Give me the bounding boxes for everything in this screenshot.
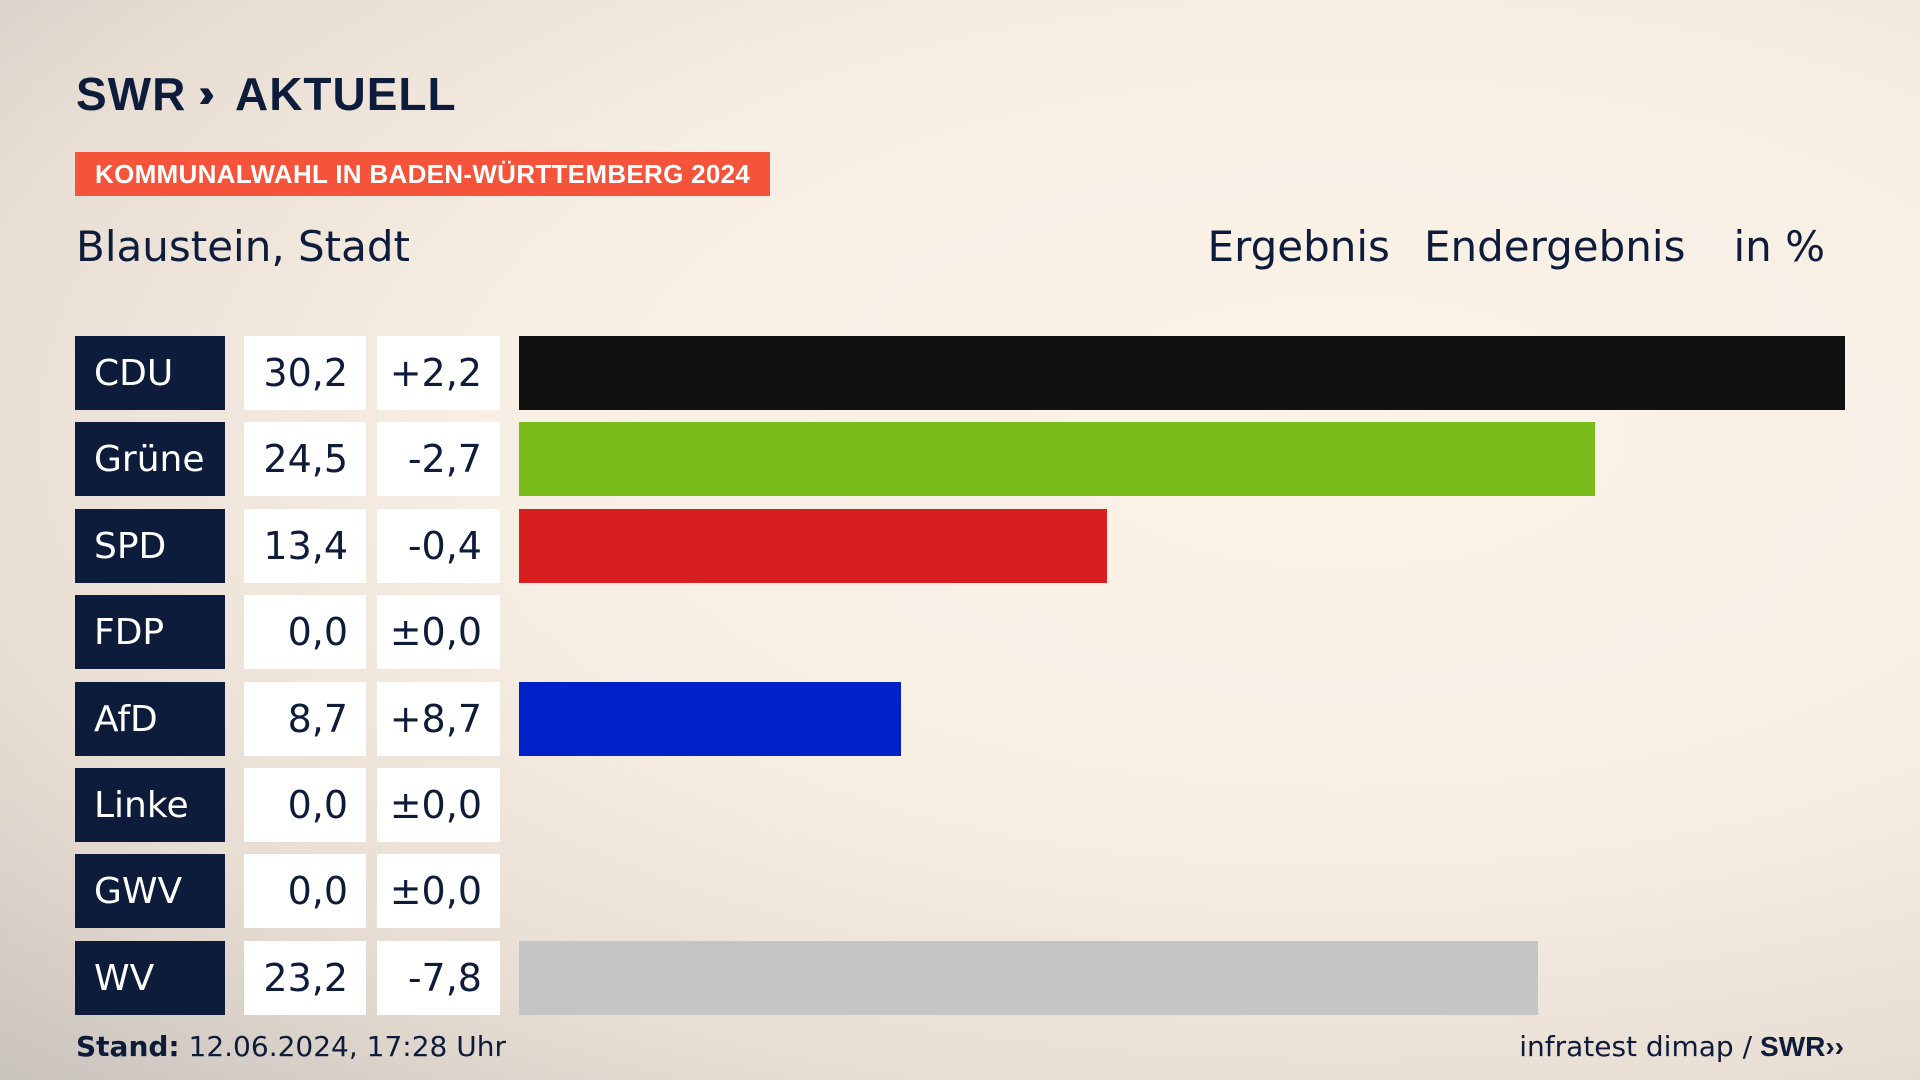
result-value: 0,0: [244, 854, 366, 928]
result-bar: [519, 682, 901, 756]
result-row: FDP 0,0 ±0,0: [75, 595, 1847, 669]
result-diff: -7,8: [377, 941, 500, 1015]
timestamp-value: 12.06.2024, 17:28 Uhr: [188, 1030, 506, 1063]
party-label: GWV: [75, 854, 225, 928]
header-unit: in %: [1733, 222, 1825, 271]
result-diff: ±0,0: [377, 768, 500, 842]
election-banner: KOMMUNALWAHL IN BADEN-WÜRTTEMBERG 2024: [75, 152, 771, 196]
result-diff: -0,4: [377, 509, 500, 583]
brand-chevron-icon: ››: [198, 71, 214, 116]
party-label: Linke: [75, 768, 225, 842]
result-row: CDU 30,2 +2,2: [75, 336, 1847, 410]
swr-small-logo: SWR››: [1760, 1030, 1844, 1062]
result-row: AfD 8,7 +8,7: [75, 682, 1847, 756]
party-label: Grüne: [75, 422, 225, 496]
party-label: WV: [75, 941, 225, 1015]
result-diff: ±0,0: [377, 595, 500, 669]
brand-name: SWR: [76, 68, 187, 120]
header-result: Ergebnis: [1207, 222, 1390, 271]
result-row: Linke 0,0 ±0,0: [75, 768, 1847, 842]
source-credit: infratest dimap / SWR››: [1519, 1030, 1844, 1063]
result-value: 13,4: [244, 509, 366, 583]
result-bar: [519, 336, 1845, 410]
party-label: CDU: [75, 336, 225, 410]
result-row: SPD 13,4 -0,4: [75, 509, 1847, 583]
column-header: Ergebnis Endergebnis in %: [1208, 222, 1825, 271]
result-bar: [519, 422, 1595, 496]
result-value: 30,2: [244, 336, 366, 410]
brand-product: AKTUELL: [234, 68, 457, 120]
result-value: 0,0: [244, 595, 366, 669]
party-label: AfD: [75, 682, 225, 756]
party-label: FDP: [75, 595, 225, 669]
result-diff: ±0,0: [377, 854, 500, 928]
place-title: Blaustein, Stadt: [76, 222, 411, 271]
result-value: 24,5: [244, 422, 366, 496]
timestamp: Stand: 12.06.2024, 17:28 Uhr: [76, 1030, 506, 1063]
party-label: SPD: [75, 509, 225, 583]
source-text: infratest dimap /: [1519, 1030, 1753, 1063]
result-value: 8,7: [244, 682, 366, 756]
header-status: Endergebnis: [1423, 222, 1686, 271]
swr-aktuell-logo: SWR ›› AKTUELL: [76, 68, 457, 120]
result-value: 23,2: [244, 941, 366, 1015]
result-row: Grüne 24,5 -2,7: [75, 422, 1847, 496]
result-row: WV 23,2 -7,8: [75, 941, 1847, 1015]
result-diff: +8,7: [377, 682, 500, 756]
result-bar: [519, 941, 1538, 1015]
result-diff: +2,2: [377, 336, 500, 410]
result-diff: -2,7: [377, 422, 500, 496]
result-row: GWV 0,0 ±0,0: [75, 854, 1847, 928]
result-value: 0,0: [244, 768, 366, 842]
result-bar: [519, 509, 1108, 583]
timestamp-label: Stand:: [76, 1030, 180, 1063]
